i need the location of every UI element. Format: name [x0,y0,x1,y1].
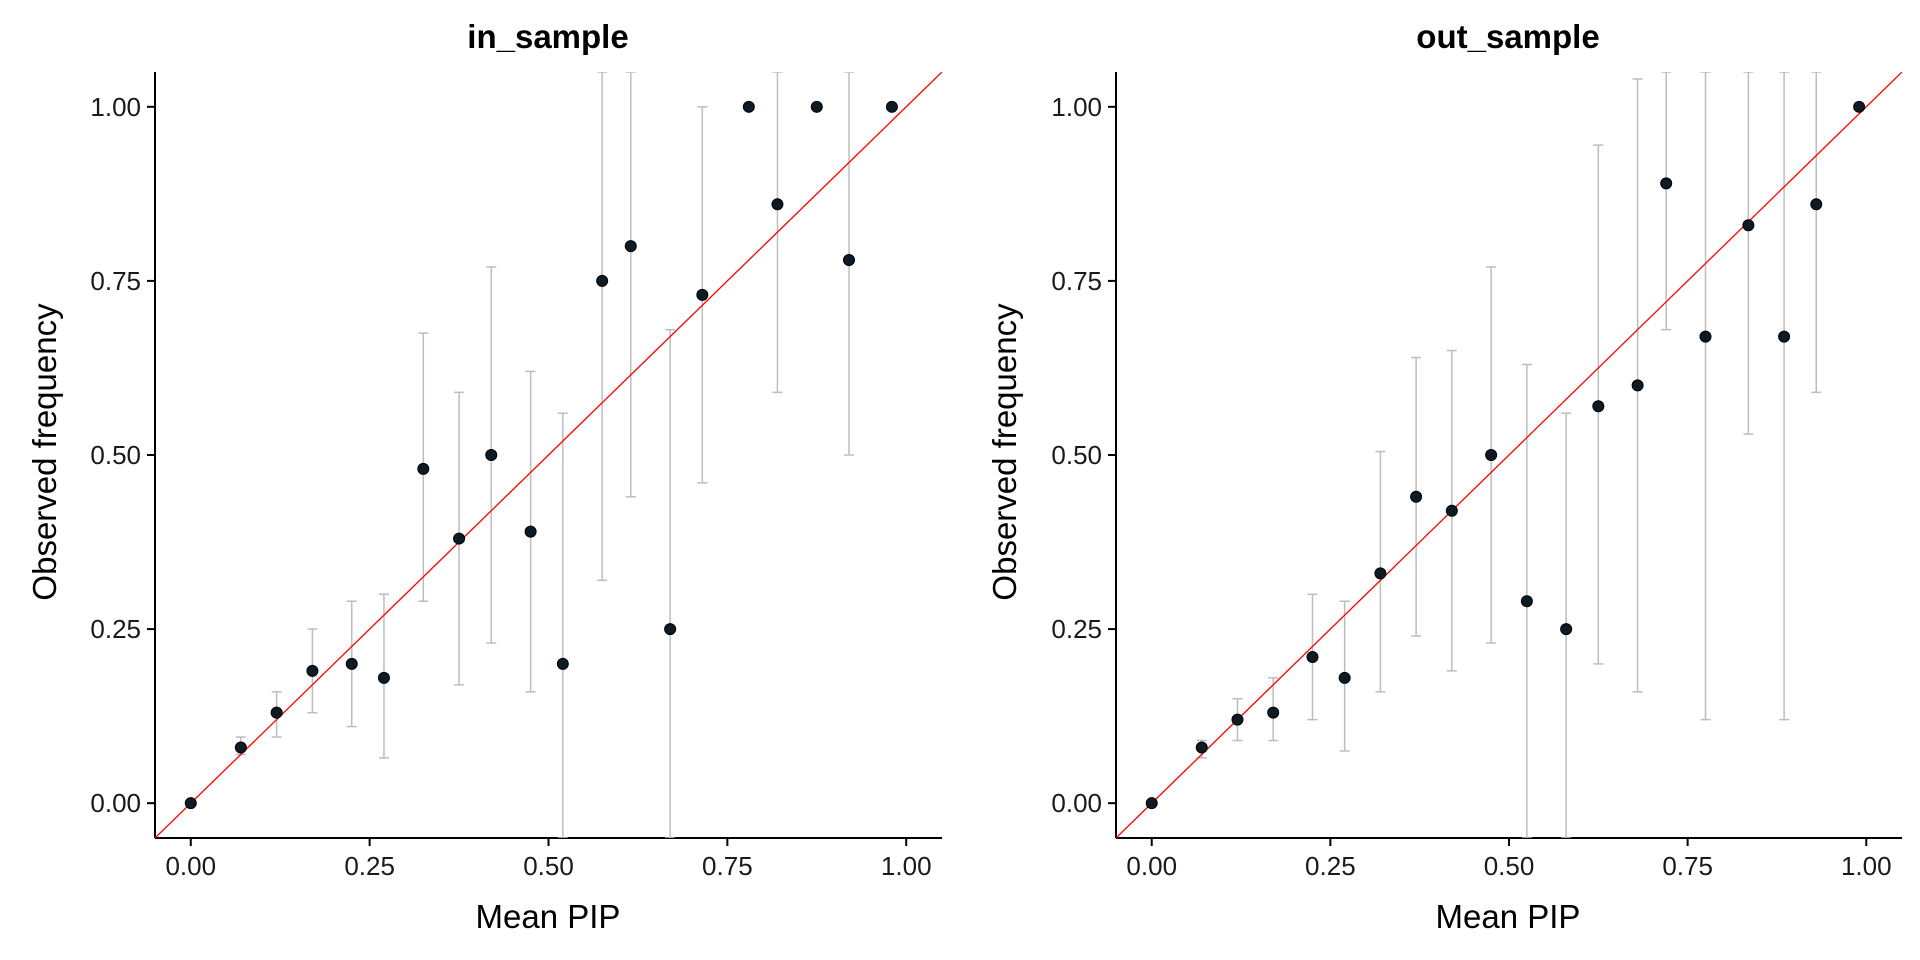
plot-area: 0.00 0.25 0.50 0.75 1.00 0.00 0.25 0.50 0.75 1.00 [1051,72,1902,881]
data-point [1145,797,1158,810]
data-point [1699,330,1712,343]
data-point [524,525,537,538]
x-axis-label: Mean PIP [476,898,621,935]
x-axis-label: Mean PIP [1436,898,1581,935]
data-point [664,623,677,636]
data-point [270,706,283,719]
error-bar [625,72,636,498]
data-point [1338,671,1351,684]
data-point [1267,706,1280,719]
data-point [742,100,755,113]
data-point [1560,623,1573,636]
data-point [1631,379,1644,392]
x-tick-label: 1.00 [1841,851,1892,881]
x-tick-label: 0.25 [344,851,395,881]
x-tick-label: 0.00 [1126,851,1177,881]
data-point [1410,490,1423,503]
y-tick-label: 0.00 [1051,788,1102,818]
plot-marks [1116,72,1902,838]
error-bar [1779,72,1790,721]
error-bar [1700,72,1711,721]
data-point [345,657,358,670]
x-tick-label: 0.50 [1484,851,1535,881]
data-point [234,741,247,754]
data-point [624,240,637,253]
data-point [596,274,609,287]
x-tick-label: 0.25 [1305,851,1356,881]
data-point [1592,400,1605,413]
chart-title: in_sample [467,18,628,55]
panel-out-sample: out_sample Mean PIP Observed frequency 0… [986,18,1902,935]
y-tick-label: 0.75 [1051,266,1102,296]
panel-in-sample: in_sample Mean PIP Observed frequency 0.… [26,18,942,935]
chart-title: out_sample [1416,18,1599,55]
error-bar [665,328,676,838]
y-tick-label: 1.00 [90,92,141,122]
data-point [1485,449,1498,461]
data-point [1660,177,1673,190]
error-bar [1661,72,1672,331]
data-point [771,198,784,211]
x-tick-label: 0.50 [523,851,574,881]
data-point [1810,198,1823,211]
data-point [306,664,319,677]
data-point [1445,504,1458,517]
data-point [1778,330,1791,343]
y-axis-label: Observed frequency [26,303,63,601]
error-bar [597,72,608,582]
x-tick-label: 0.75 [702,851,753,881]
data-point [1306,650,1319,663]
data-point [810,100,823,113]
y-tick-label: 0.75 [90,266,141,296]
data-point [485,449,498,461]
reference-line [155,72,942,838]
data-point [184,797,197,810]
plot-area: 0.00 0.25 0.50 0.75 1.00 0.00 0.25 0.50 0.75 1.00 [90,72,942,881]
data-point [417,462,430,475]
data-point [696,288,709,301]
error-bar [557,412,568,838]
y-tick-label: 1.00 [1051,92,1102,122]
y-tick-label: 0.50 [1051,440,1102,470]
y-tick-label: 0.25 [1051,614,1102,644]
data-point [1231,713,1244,726]
y-axis-label: Observed frequency [986,303,1023,601]
data-point [1195,741,1208,754]
data-point [556,657,569,670]
data-point [842,254,855,267]
x-tick-label: 0.75 [1662,851,1713,881]
data-point [377,671,390,684]
y-tick-label: 0.25 [90,614,141,644]
data-point [1520,595,1533,608]
reference-line [1116,72,1902,838]
x-tick-label: 1.00 [881,851,932,881]
data-point [453,532,466,545]
data-point [885,100,898,113]
error-bar [1743,72,1754,435]
data-point [1853,100,1866,113]
x-tick-label: 0.00 [165,851,216,881]
error-bar [1811,72,1822,394]
plot-marks [155,72,942,838]
data-point [1374,567,1387,580]
y-tick-label: 0.00 [90,788,141,818]
y-tick-label: 0.50 [90,440,141,470]
data-point [1742,219,1755,232]
